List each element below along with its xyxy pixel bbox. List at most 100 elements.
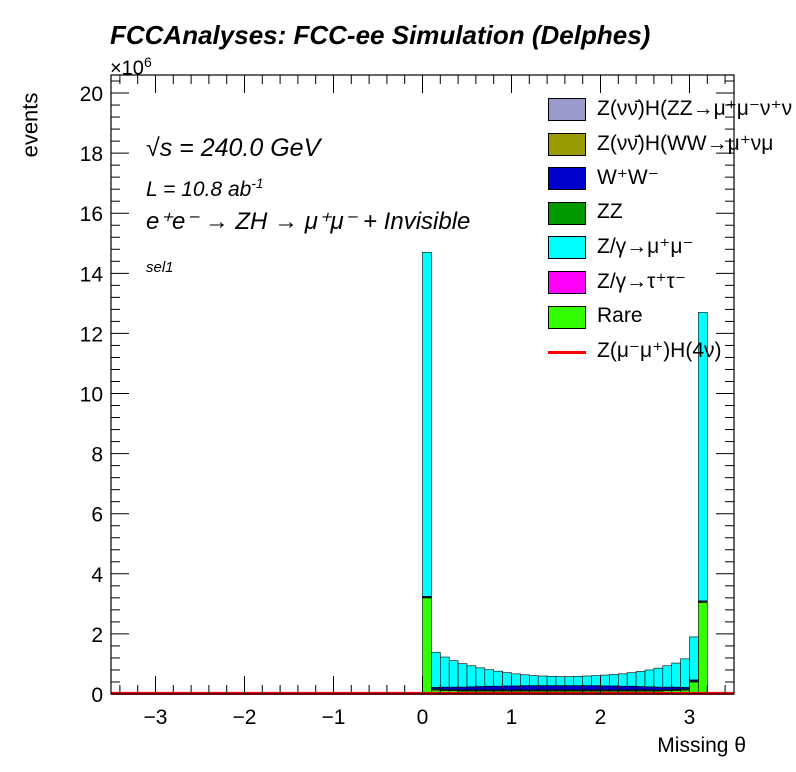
x-tick-label: −2: [233, 706, 257, 729]
bar-z-: [600, 674, 610, 687]
legend-entry: Z(νν̄)H(ZZ→μ⁺μ⁻ν⁺ν: [548, 94, 796, 129]
bar-z-: [555, 676, 566, 686]
exponent-power: 6: [143, 54, 152, 70]
legend-swatch: [548, 98, 586, 121]
bar-z-: [466, 665, 477, 688]
x-tick-label: 0: [417, 706, 429, 729]
bar-w-w-: [546, 685, 557, 691]
legend-swatch: [548, 201, 586, 225]
bar-w-w-: [644, 686, 655, 691]
bar-w-w-: [564, 685, 575, 691]
legend-label: Z(νν̄)H(ZZ→μ⁺μ⁻ν⁺ν: [597, 97, 793, 120]
bar-z-: [431, 651, 441, 688]
x-axis-label: Missing θ: [657, 734, 746, 757]
legend-swatch: [548, 270, 586, 294]
y-tick-label: 8: [91, 444, 103, 467]
legend-entry: ZZ: [548, 198, 796, 233]
bar-z-: [698, 312, 708, 602]
y-axis-label: events: [17, 92, 43, 158]
bar-z-: [689, 636, 699, 681]
legend-swatch: [548, 305, 586, 329]
bar-z-: [573, 675, 583, 686]
lumi-text: L = 10.8 ab: [146, 178, 252, 201]
chart-title: FCCAnalyses: FCC-ee Simulation (Delphes): [110, 20, 651, 50]
bar-w-w-: [600, 685, 610, 691]
bar-w-w-: [582, 685, 592, 691]
legend-label: ZZ: [597, 199, 623, 223]
bar-z-: [635, 671, 646, 687]
bar-w-w-: [671, 686, 681, 690]
bar-w-w-: [609, 685, 619, 691]
y-tick-label: 12: [80, 323, 103, 346]
bar-z-: [457, 663, 468, 688]
x-tick-label: 2: [595, 706, 607, 729]
bar-z-: [671, 662, 681, 688]
y-tick-label: 14: [80, 263, 104, 286]
lumi-exp: -1: [251, 176, 264, 191]
histogram-bars: [422, 251, 708, 695]
bar-w-w-: [466, 686, 477, 691]
bar-z-: [475, 667, 486, 687]
y-tick-label: 2: [91, 624, 103, 647]
axis-ticks: [111, 75, 734, 695]
sqrt-s-annotation: √s = 240.0 GeV: [146, 134, 320, 163]
bar-z-: [537, 675, 548, 686]
legend: Z(νν̄)H(ZZ→μ⁺μ⁻ν⁺ν Z(νν̄)H(WW→μ⁺νμ W⁺W⁻ …: [548, 94, 796, 371]
bar-w-w-: [662, 686, 672, 691]
legend-label: Rare: [597, 303, 643, 327]
bar-w-w-: [626, 685, 637, 691]
bar-w-w-: [520, 685, 530, 691]
bar-z-: [609, 674, 619, 687]
legend-label: Z(νν̄)H(WW→μ⁺νμ: [597, 131, 774, 155]
legend-label: Z/γ→μ⁺μ⁻: [597, 235, 694, 259]
y-tick-label: 20: [80, 83, 103, 106]
bar-w-w-: [635, 686, 646, 691]
bar-z-: [564, 676, 575, 686]
bar-rare: [422, 597, 432, 695]
sqrt-s-value: = 240.0 GeV: [172, 134, 321, 162]
bar-z-: [502, 672, 512, 687]
sqrt-s-symbol: √s: [146, 134, 173, 162]
bar-z-: [484, 669, 494, 687]
legend-entry: W⁺W⁻: [548, 163, 796, 198]
bar-w-w-: [448, 686, 459, 691]
y-tick-label: 4: [91, 564, 103, 587]
legend-entry: Z/γ→μ⁺μ⁻: [548, 232, 796, 267]
x-tick-label: −1: [322, 706, 346, 729]
bar-w-w-: [502, 685, 512, 691]
legend-swatch: [548, 236, 586, 260]
bar-w-w-: [439, 686, 450, 690]
legend-entry: Z(νν̄)H(WW→μ⁺νμ: [548, 129, 796, 164]
y-tick-label: 18: [80, 143, 103, 166]
bar-w-w-: [493, 685, 503, 691]
bar-w-w-: [484, 685, 494, 691]
selection-annotation: sel1: [146, 259, 174, 276]
bar-w-w-: [475, 686, 486, 691]
bar-z-: [546, 675, 557, 686]
legend-swatch: [548, 132, 586, 156]
bar-z-: [653, 667, 664, 688]
x-tick-label: −3: [144, 706, 168, 729]
legend-label: W⁺W⁻: [597, 166, 659, 190]
bar-w-w-: [573, 685, 583, 691]
legend-entry: Z/γ→τ⁺τ⁻: [548, 267, 796, 302]
bar-rare: [698, 602, 708, 695]
x-tick-label: 1: [506, 706, 518, 729]
bar-z-: [493, 670, 503, 687]
y-tick-label: 10: [80, 384, 103, 407]
bar-w-w-: [457, 686, 468, 691]
legend-entry: Z(μ⁻μ⁺)H(4ν): [548, 336, 796, 371]
bar-z-: [422, 251, 432, 597]
bar-z-: [439, 656, 450, 688]
bar-z-: [626, 672, 637, 687]
bar-w-w-: [537, 685, 548, 691]
legend-line-swatch: [548, 351, 586, 355]
bar-z-: [617, 673, 628, 687]
bar-z-: [644, 669, 655, 688]
bar-z-: [591, 675, 601, 686]
bar-z-: [582, 675, 592, 686]
bar-w-w-: [555, 685, 566, 691]
